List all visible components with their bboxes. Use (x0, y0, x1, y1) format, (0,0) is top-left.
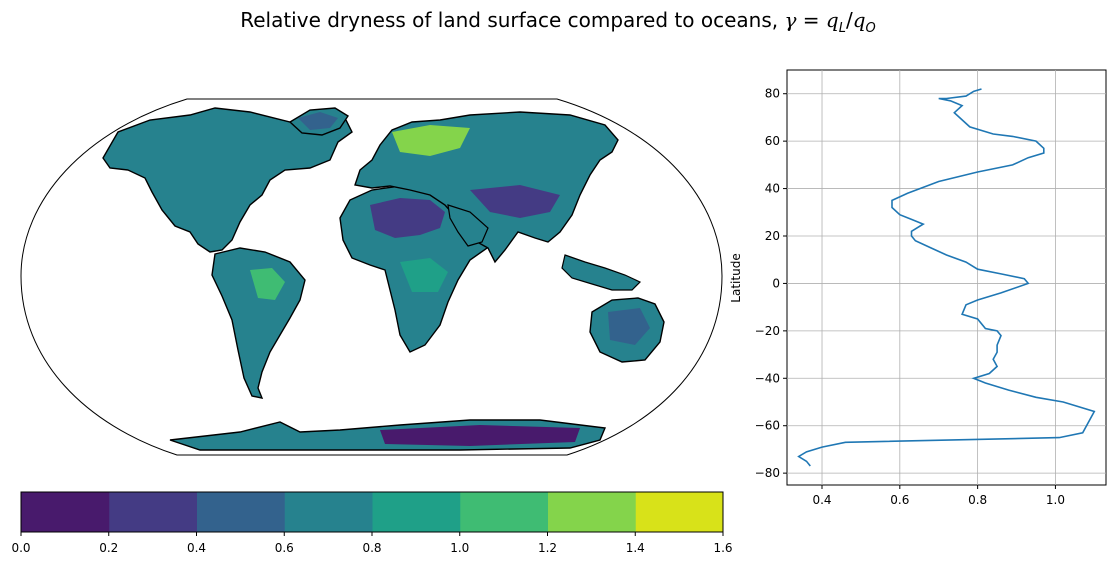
colorbar-tick-label: 0.2 (99, 541, 118, 555)
colorbar-segment (21, 492, 110, 532)
colorbar-tick-label: 1.0 (450, 541, 469, 555)
colorbar-segment (547, 492, 636, 532)
landmass-southeast-asia (561, 254, 642, 291)
dryness-patch-brazil (250, 268, 285, 300)
dryness-patch-siberia-wet (392, 125, 470, 156)
colorbar-segment (459, 492, 548, 532)
colorbar-segment (196, 492, 285, 532)
dryness-patch-australia-dry (608, 308, 650, 345)
dryness-patch-central-asia (470, 185, 560, 218)
colorbar-segment (284, 492, 373, 532)
dryness-patch-antarctica-east (380, 425, 580, 446)
colorbar-tick-label: 1.2 (538, 541, 557, 555)
colorbar-segment (372, 492, 461, 532)
dryness-patch-arctic-canada (298, 112, 338, 130)
colorbar-tick-label: 0.8 (362, 541, 381, 555)
dryness-patch-sahara (370, 198, 445, 238)
colorbar-tick-label: 0.4 (187, 541, 206, 555)
colorbar-tick-label: 0.0 (11, 541, 30, 555)
colorbar: 0.0 0.2 0.4 0.6 0.8 1.0 1.2 1.4 1.6 (11, 491, 733, 555)
colorbar-segment (108, 492, 197, 532)
colorbar-tick-label: 1.4 (626, 541, 645, 555)
landmass-north-america (102, 107, 353, 253)
colorbar-tick-label: 1.6 (713, 541, 732, 555)
dryness-patch-congo (400, 258, 448, 292)
figure-title: Relative dryness of land surface compare… (240, 8, 876, 36)
landmass-arabia (447, 204, 489, 247)
colorbar-segment (635, 492, 724, 532)
colorbar-tick-label: 0.6 (275, 541, 294, 555)
